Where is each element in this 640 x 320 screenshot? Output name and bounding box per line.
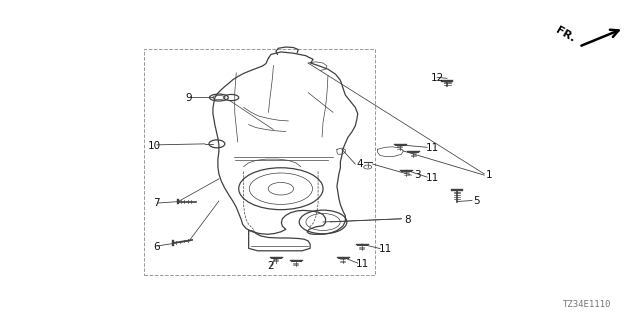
- Text: 8: 8: [404, 214, 411, 225]
- Text: 12: 12: [431, 73, 444, 83]
- Text: 4: 4: [357, 159, 364, 169]
- Text: 11: 11: [426, 172, 439, 183]
- Text: 9: 9: [186, 92, 193, 102]
- Text: 10: 10: [148, 140, 161, 151]
- Text: 3: 3: [414, 170, 420, 180]
- Text: 1: 1: [486, 170, 493, 180]
- Bar: [145, 50, 375, 275]
- Text: 11: 11: [426, 143, 439, 153]
- Text: FR.: FR.: [554, 25, 577, 44]
- Text: 5: 5: [474, 196, 480, 206]
- Text: TZ34E1110: TZ34E1110: [563, 300, 611, 309]
- Text: 7: 7: [154, 198, 160, 209]
- Text: 2: 2: [268, 261, 275, 271]
- Text: 11: 11: [356, 259, 369, 269]
- Text: 6: 6: [154, 242, 160, 252]
- Text: 11: 11: [378, 244, 392, 254]
